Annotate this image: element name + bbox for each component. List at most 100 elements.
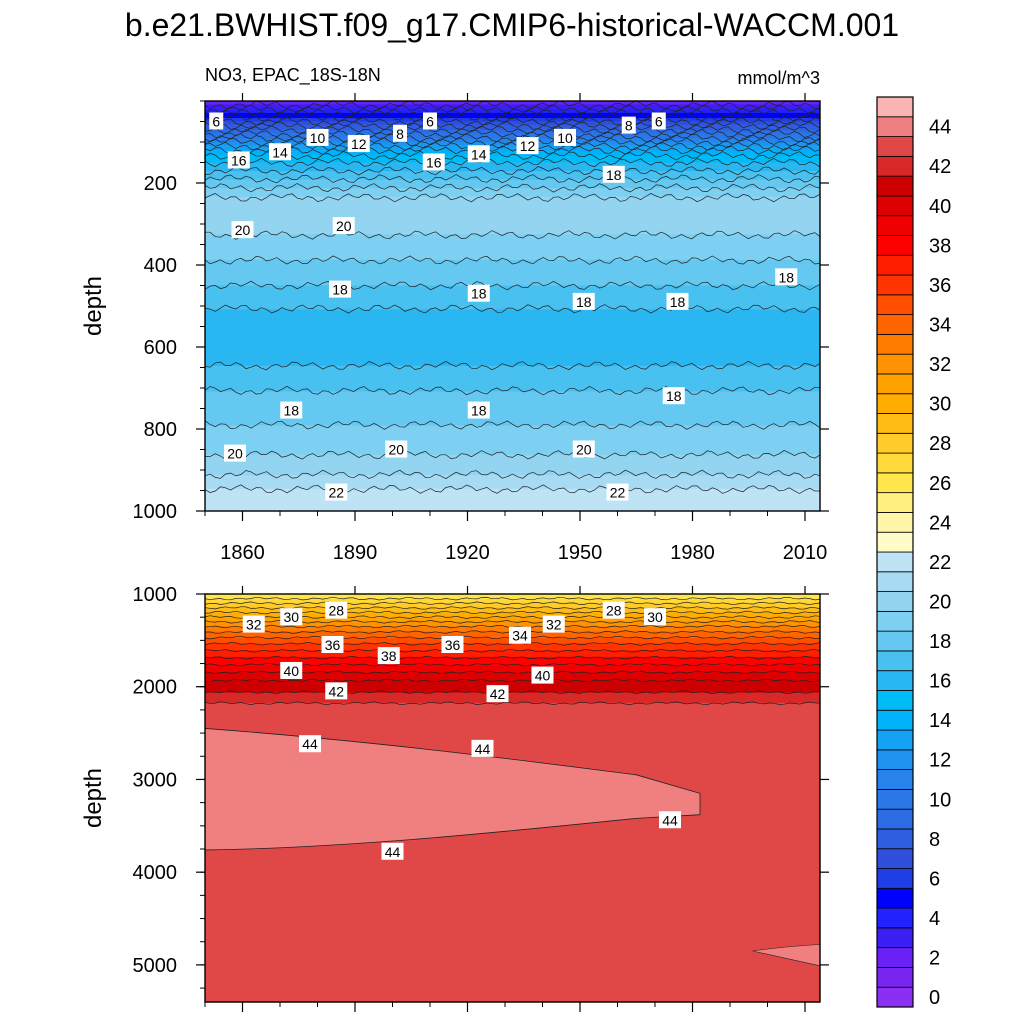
lower-contour-label: 40 xyxy=(531,666,554,684)
contour-label-text: 44 xyxy=(475,741,491,757)
upper-band xyxy=(205,317,820,321)
lower-band xyxy=(205,849,820,852)
upper-band xyxy=(205,430,820,434)
upper-band xyxy=(205,299,820,302)
upper-band xyxy=(205,234,820,237)
lower-band xyxy=(205,966,820,969)
upper-x-ticks: 1860 1890 1920 1950 1980 2010 xyxy=(204,93,827,564)
upper-band xyxy=(205,449,820,452)
lower-band xyxy=(205,881,820,884)
lower-band xyxy=(205,855,820,859)
upper-band xyxy=(205,413,820,416)
contour-label-box xyxy=(554,128,576,146)
lower-contour-label: 44 xyxy=(299,735,321,753)
upper-band xyxy=(205,495,820,498)
lower-band xyxy=(205,619,820,622)
lower-band xyxy=(205,689,820,692)
upper-band xyxy=(205,499,820,502)
upper-band xyxy=(205,292,820,295)
contour-label-text: 36 xyxy=(325,637,341,653)
lower-band xyxy=(205,990,820,993)
upper-band xyxy=(205,423,820,427)
upper-band xyxy=(205,300,820,304)
upper-band xyxy=(205,165,820,169)
upper-contour-line xyxy=(204,145,821,155)
lower-band xyxy=(205,643,820,646)
lower-y-axis-label: depth xyxy=(80,768,107,828)
colorbar-swatch xyxy=(876,155,914,177)
upper-y-axis-label: depth xyxy=(80,276,107,336)
upper-band xyxy=(205,353,820,357)
colorbar-label: 22 xyxy=(929,552,951,574)
lower-band xyxy=(205,996,820,1000)
upper-band xyxy=(205,454,820,457)
contour-label-text: 20 xyxy=(235,222,251,238)
upper-contour-line xyxy=(205,230,821,240)
upper-band xyxy=(205,442,820,445)
upper-band xyxy=(205,189,820,193)
contour-label-box xyxy=(516,137,539,155)
y-tick-label: 800 xyxy=(144,419,177,441)
upper-band xyxy=(205,357,820,360)
contour-label-box xyxy=(321,636,344,653)
contour-label-box xyxy=(423,112,437,130)
lower-band xyxy=(205,658,820,661)
upper-band xyxy=(205,360,820,363)
upper-band xyxy=(205,276,820,280)
lower-panel: 28 28 30 30 32 32 34 36 36 38 40 40 42 42 44 44 44 44 100… xyxy=(80,584,829,1012)
contour-label-text: 38 xyxy=(381,648,397,664)
lower-band xyxy=(205,830,820,833)
lower-band xyxy=(205,872,820,876)
contour-label-box xyxy=(572,440,595,458)
upper-band xyxy=(205,439,820,442)
upper-band xyxy=(205,408,820,411)
lower-band xyxy=(205,910,820,913)
colorbar-swatch xyxy=(876,413,914,434)
upper-contour-line xyxy=(204,150,821,161)
contour-label-box xyxy=(422,153,445,171)
upper-band xyxy=(205,502,820,505)
upper-band xyxy=(205,181,820,184)
upper-band xyxy=(205,218,820,222)
upper-band xyxy=(205,352,820,355)
upper-contour-label: 14 xyxy=(269,143,291,161)
lower-band xyxy=(205,685,820,689)
upper-band xyxy=(205,118,820,121)
y-tick-label: 3000 xyxy=(133,769,178,791)
lower-contour-line xyxy=(204,601,821,606)
lower-band xyxy=(205,988,820,991)
lower-band xyxy=(205,621,820,624)
upper-band xyxy=(205,227,820,230)
upper-contour-line xyxy=(204,104,821,114)
lower-band xyxy=(205,932,820,935)
lower-band xyxy=(205,891,820,894)
upper-band xyxy=(205,338,820,341)
colorbar-swatch xyxy=(876,393,914,414)
colorbar-swatch xyxy=(876,314,914,335)
contour-label-box xyxy=(269,143,291,161)
lower-band xyxy=(205,843,820,847)
upper-band xyxy=(205,196,820,199)
upper-contour-label: 20 xyxy=(231,221,254,239)
upper-band xyxy=(205,148,820,152)
upper-band xyxy=(205,123,820,126)
contour-label-text: 44 xyxy=(302,736,318,752)
colorbar-swatch xyxy=(876,907,914,929)
lower-band xyxy=(205,884,820,887)
colorbar-label: 36 xyxy=(929,275,951,297)
upper-band xyxy=(205,162,820,165)
upper-band xyxy=(205,459,820,463)
upper-band xyxy=(205,188,820,191)
upper-band xyxy=(205,106,820,109)
lower-contour-label: 28 xyxy=(325,601,348,619)
contour-label-box xyxy=(662,387,685,405)
upper-contour-label: 18 xyxy=(329,280,351,298)
colorbar-swatch xyxy=(876,373,914,395)
colorbar-swatch xyxy=(876,96,914,118)
lower-band xyxy=(205,694,820,697)
lower-y-ticks: 1000 2000 3000 4000 5000 xyxy=(133,584,829,989)
lower-band xyxy=(205,979,820,983)
contour-label-box xyxy=(377,647,400,665)
lower-band xyxy=(205,651,820,655)
lower-contour-label: 44 xyxy=(381,842,404,860)
